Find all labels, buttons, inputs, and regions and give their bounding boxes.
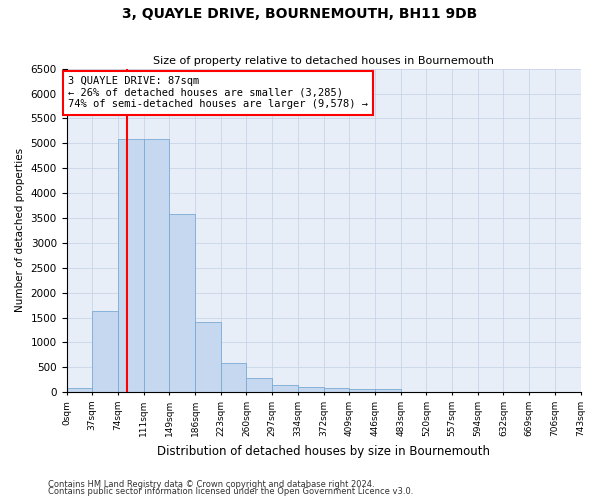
Bar: [169, 214, 195, 392]
Text: Contains public sector information licensed under the Open Government Licence v3: Contains public sector information licen…: [48, 488, 413, 496]
Bar: [349, 390, 375, 392]
Text: 3, QUAYLE DRIVE, BOURNEMOUTH, BH11 9DB: 3, QUAYLE DRIVE, BOURNEMOUTH, BH11 9DB: [122, 8, 478, 22]
Bar: [143, 140, 169, 392]
Text: 3 QUAYLE DRIVE: 87sqm
← 26% of detached houses are smaller (3,285)
74% of semi-d: 3 QUAYLE DRIVE: 87sqm ← 26% of detached …: [68, 76, 368, 110]
Bar: [247, 378, 272, 392]
Title: Size of property relative to detached houses in Bournemouth: Size of property relative to detached ho…: [153, 56, 494, 66]
Bar: [323, 388, 349, 392]
Text: Contains HM Land Registry data © Crown copyright and database right 2024.: Contains HM Land Registry data © Crown c…: [48, 480, 374, 489]
Bar: [375, 390, 401, 392]
Bar: [221, 364, 247, 392]
Bar: [195, 322, 221, 392]
Bar: [118, 140, 143, 392]
Y-axis label: Number of detached properties: Number of detached properties: [15, 148, 25, 312]
Bar: [92, 311, 118, 392]
X-axis label: Distribution of detached houses by size in Bournemouth: Distribution of detached houses by size …: [157, 444, 490, 458]
Bar: [298, 387, 323, 392]
Bar: [272, 384, 298, 392]
Bar: [67, 388, 92, 392]
